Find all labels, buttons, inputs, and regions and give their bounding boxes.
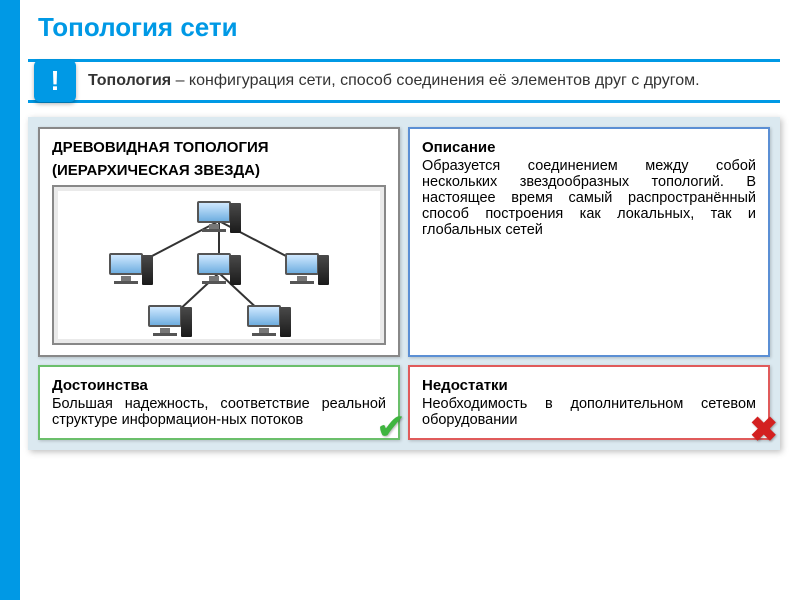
tree-diagram [52, 185, 386, 345]
topo-title-2: (ИЕРАРХИЧЕСКАЯ ЗВЕЗДА) [52, 162, 386, 179]
page-title: Топология сети [38, 12, 780, 43]
definition-box: ! Топология – конфигурация сети, способ … [28, 59, 780, 103]
check-icon: ✔ [376, 406, 406, 448]
pros-card: Достоинства Большая надежность, соответс… [38, 365, 400, 440]
computer-node [197, 253, 241, 291]
pros-head: Достоинства [52, 377, 386, 394]
computer-node [148, 305, 192, 343]
topo-title-1: ДРЕВОВИДНАЯ ТОПОЛОГИЯ [52, 139, 386, 156]
computer-node [109, 253, 153, 291]
description-head: Описание [422, 139, 756, 156]
pros-body: Большая надежность, соответствие реально… [52, 396, 386, 428]
cons-body: Необходимость в дополнительном сетевом о… [422, 396, 756, 428]
sidebar-accent [0, 0, 20, 600]
main-content: Топология сети ! Топология – конфигураци… [28, 0, 800, 450]
computer-node [285, 253, 329, 291]
x-icon: ✖ [750, 410, 779, 450]
exclamation-icon: ! [34, 60, 76, 102]
description-card: Описание Образуется соединением между со… [408, 127, 770, 357]
cons-head: Недостатки [422, 377, 756, 394]
computer-node [247, 305, 291, 343]
definition-term: Топология [88, 72, 171, 89]
description-body: Образуется соединением между собой неско… [422, 158, 756, 238]
topology-card: ДРЕВОВИДНАЯ ТОПОЛОГИЯ (ИЕРАРХИЧЕСКАЯ ЗВЕ… [38, 127, 400, 357]
computer-node [197, 201, 241, 239]
cons-card: Недостатки Необходимость в дополнительно… [408, 365, 770, 440]
info-grid: ДРЕВОВИДНАЯ ТОПОЛОГИЯ (ИЕРАРХИЧЕСКАЯ ЗВЕ… [28, 117, 780, 450]
definition-text: – конфигурация сети, способ соединения е… [171, 72, 699, 89]
